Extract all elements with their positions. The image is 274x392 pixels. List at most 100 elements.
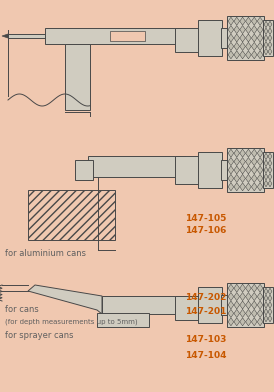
Polygon shape xyxy=(28,285,102,314)
Polygon shape xyxy=(234,301,239,309)
Polygon shape xyxy=(234,309,239,318)
Polygon shape xyxy=(252,292,257,301)
Polygon shape xyxy=(264,180,268,187)
Polygon shape xyxy=(268,315,272,322)
Polygon shape xyxy=(257,183,263,191)
Polygon shape xyxy=(246,292,251,301)
Polygon shape xyxy=(264,174,268,180)
Polygon shape xyxy=(246,166,251,174)
Bar xyxy=(88,156,185,177)
Polygon shape xyxy=(228,51,234,59)
Bar xyxy=(263,287,273,323)
Polygon shape xyxy=(252,17,257,25)
Polygon shape xyxy=(252,166,257,174)
Polygon shape xyxy=(240,166,246,174)
Polygon shape xyxy=(240,301,246,309)
Polygon shape xyxy=(240,158,246,166)
Polygon shape xyxy=(252,309,257,318)
Bar xyxy=(75,160,93,180)
Text: 147-202: 147-202 xyxy=(185,294,226,303)
Polygon shape xyxy=(264,315,268,322)
Polygon shape xyxy=(257,158,263,166)
Text: 147-105: 147-105 xyxy=(185,214,226,223)
Polygon shape xyxy=(264,309,268,315)
Polygon shape xyxy=(228,174,234,182)
Polygon shape xyxy=(240,34,246,42)
Text: for aluminium cans: for aluminium cans xyxy=(5,249,86,258)
Polygon shape xyxy=(257,284,263,292)
Polygon shape xyxy=(268,28,272,34)
Polygon shape xyxy=(228,301,234,309)
Polygon shape xyxy=(246,34,251,42)
Polygon shape xyxy=(240,149,246,157)
Polygon shape xyxy=(268,42,272,48)
Polygon shape xyxy=(252,34,257,42)
Polygon shape xyxy=(234,42,239,51)
Polygon shape xyxy=(228,149,234,157)
Polygon shape xyxy=(264,295,268,301)
Polygon shape xyxy=(234,158,239,166)
Polygon shape xyxy=(268,153,272,160)
Polygon shape xyxy=(268,302,272,308)
Polygon shape xyxy=(228,34,234,42)
Polygon shape xyxy=(240,292,246,301)
Polygon shape xyxy=(257,149,263,157)
Polygon shape xyxy=(234,34,239,42)
Polygon shape xyxy=(234,183,239,191)
Bar xyxy=(8,34,58,38)
Polygon shape xyxy=(252,51,257,59)
Polygon shape xyxy=(240,51,246,59)
Text: (for depth measurements up to 5mm): (for depth measurements up to 5mm) xyxy=(5,319,138,325)
Polygon shape xyxy=(268,295,272,301)
Bar xyxy=(263,152,273,188)
Text: 147-103: 147-103 xyxy=(185,336,226,345)
Polygon shape xyxy=(268,180,272,187)
Polygon shape xyxy=(257,166,263,174)
Polygon shape xyxy=(228,25,234,34)
Polygon shape xyxy=(246,25,251,34)
Bar xyxy=(102,296,185,314)
Polygon shape xyxy=(246,183,251,191)
Polygon shape xyxy=(234,25,239,34)
Bar xyxy=(227,283,264,327)
Polygon shape xyxy=(252,158,257,166)
Polygon shape xyxy=(268,288,272,295)
Polygon shape xyxy=(234,174,239,182)
Polygon shape xyxy=(234,166,239,174)
Polygon shape xyxy=(246,42,251,51)
Polygon shape xyxy=(264,21,268,28)
Polygon shape xyxy=(268,174,272,180)
Polygon shape xyxy=(252,42,257,51)
Polygon shape xyxy=(234,318,239,326)
Polygon shape xyxy=(257,25,263,34)
Text: 147-106: 147-106 xyxy=(185,225,226,234)
Polygon shape xyxy=(264,48,268,55)
Polygon shape xyxy=(246,318,251,326)
Polygon shape xyxy=(240,174,246,182)
Polygon shape xyxy=(246,158,251,166)
Polygon shape xyxy=(264,28,268,34)
Bar xyxy=(65,44,90,110)
Bar xyxy=(45,28,185,44)
Polygon shape xyxy=(257,292,263,301)
Polygon shape xyxy=(252,25,257,34)
Polygon shape xyxy=(234,284,239,292)
Polygon shape xyxy=(240,318,246,326)
Polygon shape xyxy=(234,17,239,25)
Polygon shape xyxy=(246,284,251,292)
Polygon shape xyxy=(264,302,268,308)
Bar xyxy=(175,296,200,320)
Bar xyxy=(263,20,273,56)
Polygon shape xyxy=(246,51,251,59)
Polygon shape xyxy=(246,174,251,182)
Bar xyxy=(175,28,200,52)
Polygon shape xyxy=(264,153,268,160)
Polygon shape xyxy=(264,42,268,48)
Polygon shape xyxy=(246,309,251,318)
Bar xyxy=(221,160,228,180)
Polygon shape xyxy=(257,318,263,326)
Polygon shape xyxy=(268,48,272,55)
Polygon shape xyxy=(252,183,257,191)
Bar xyxy=(110,31,145,41)
Polygon shape xyxy=(228,309,234,318)
